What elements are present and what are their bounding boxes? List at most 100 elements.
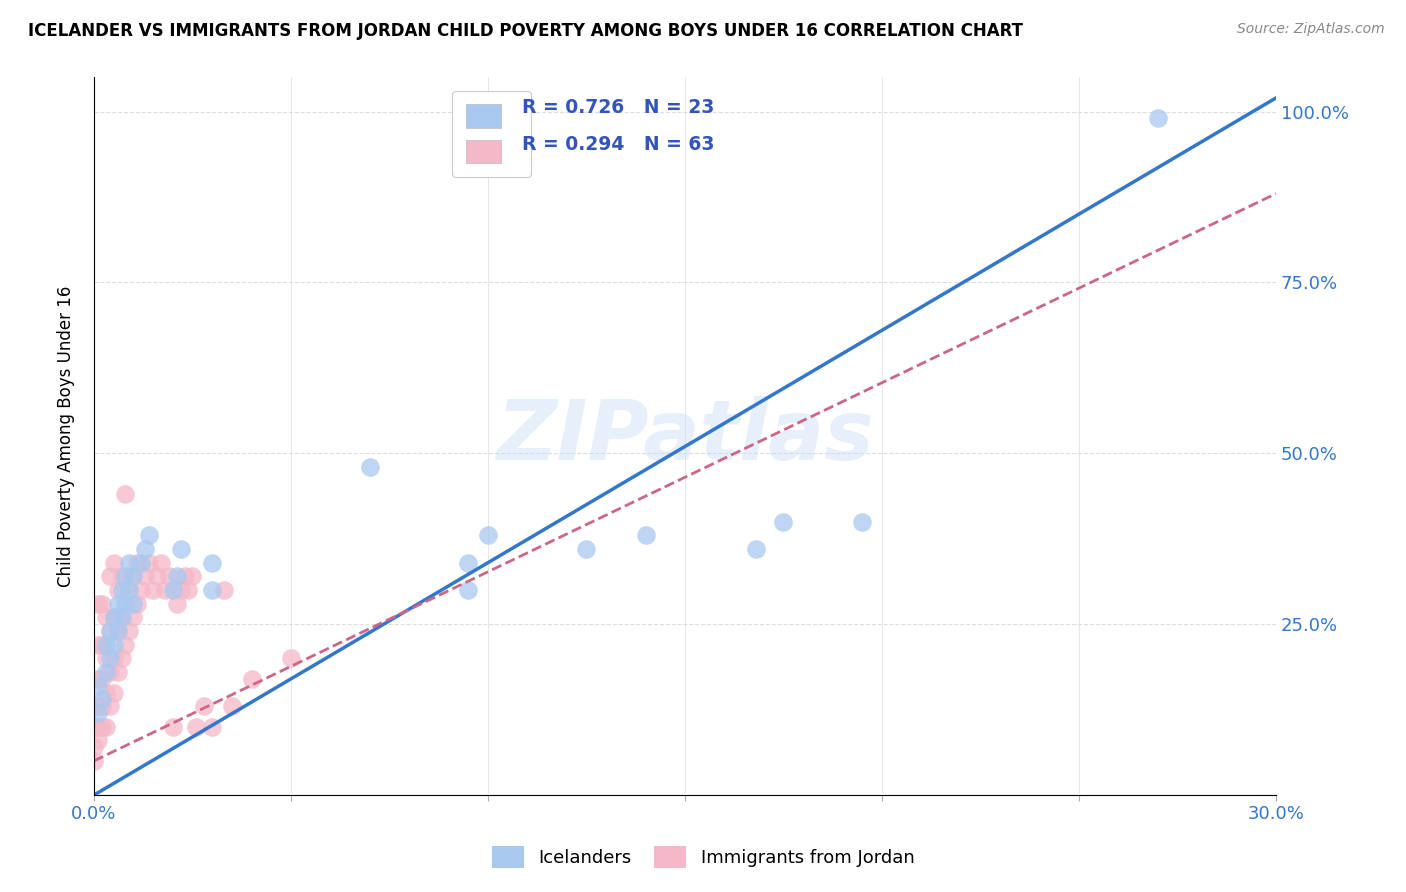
Point bbox=[87, 597, 110, 611]
Point bbox=[142, 582, 165, 597]
Point bbox=[98, 651, 121, 665]
Point bbox=[107, 624, 129, 638]
Point bbox=[87, 706, 110, 720]
Point bbox=[98, 624, 121, 638]
Point bbox=[129, 582, 152, 597]
Point bbox=[146, 569, 169, 583]
Point bbox=[107, 582, 129, 597]
Point bbox=[169, 541, 191, 556]
Point bbox=[221, 699, 243, 714]
Text: ICELANDER VS IMMIGRANTS FROM JORDAN CHILD POVERTY AMONG BOYS UNDER 16 CORRELATIO: ICELANDER VS IMMIGRANTS FROM JORDAN CHIL… bbox=[28, 22, 1024, 40]
Point bbox=[772, 515, 794, 529]
Point bbox=[90, 720, 112, 734]
Point bbox=[162, 582, 184, 597]
Point bbox=[114, 487, 136, 501]
Point bbox=[186, 720, 208, 734]
Point bbox=[110, 582, 132, 597]
Point bbox=[851, 515, 873, 529]
Text: Source: ZipAtlas.com: Source: ZipAtlas.com bbox=[1237, 22, 1385, 37]
Point bbox=[181, 569, 204, 583]
Point bbox=[90, 672, 112, 686]
Point bbox=[127, 556, 149, 570]
Point bbox=[110, 569, 132, 583]
Point bbox=[83, 672, 105, 686]
Point bbox=[83, 740, 105, 755]
Point bbox=[134, 541, 156, 556]
Point bbox=[98, 624, 121, 638]
Point bbox=[94, 720, 117, 734]
Point bbox=[118, 582, 141, 597]
Point bbox=[98, 699, 121, 714]
Point bbox=[94, 685, 117, 699]
Point bbox=[114, 638, 136, 652]
Point bbox=[138, 528, 160, 542]
Point bbox=[110, 610, 132, 624]
Text: R = 0.726   N = 23: R = 0.726 N = 23 bbox=[522, 98, 714, 117]
Point bbox=[177, 582, 200, 597]
Point bbox=[212, 582, 235, 597]
Y-axis label: Child Poverty Among Boys Under 16: Child Poverty Among Boys Under 16 bbox=[58, 285, 75, 587]
Point bbox=[201, 582, 224, 597]
Point bbox=[103, 610, 125, 624]
Point bbox=[87, 679, 110, 693]
Point bbox=[90, 597, 112, 611]
Point bbox=[107, 597, 129, 611]
Point bbox=[114, 597, 136, 611]
Point bbox=[122, 569, 145, 583]
Point bbox=[103, 610, 125, 624]
Point bbox=[169, 582, 191, 597]
Point bbox=[166, 569, 188, 583]
Point bbox=[87, 699, 110, 714]
Point bbox=[83, 720, 105, 734]
Point bbox=[122, 597, 145, 611]
Point bbox=[575, 541, 598, 556]
Point bbox=[634, 528, 657, 542]
Point bbox=[94, 610, 117, 624]
Point bbox=[118, 556, 141, 570]
Point bbox=[359, 460, 381, 475]
Point bbox=[98, 569, 121, 583]
Legend:  ,  : , bbox=[453, 91, 530, 178]
Point bbox=[103, 651, 125, 665]
Point bbox=[83, 754, 105, 768]
Point bbox=[166, 597, 188, 611]
Point bbox=[457, 556, 479, 570]
Point bbox=[98, 665, 121, 679]
Point bbox=[94, 651, 117, 665]
Point bbox=[94, 665, 117, 679]
Point bbox=[127, 597, 149, 611]
Point bbox=[103, 638, 125, 652]
Point bbox=[240, 672, 263, 686]
Point bbox=[745, 541, 768, 556]
Point bbox=[90, 638, 112, 652]
Point bbox=[87, 672, 110, 686]
Point bbox=[477, 528, 499, 542]
Point bbox=[201, 556, 224, 570]
Point bbox=[118, 582, 141, 597]
Point bbox=[193, 699, 215, 714]
Point bbox=[149, 556, 172, 570]
Point bbox=[83, 699, 105, 714]
Point bbox=[94, 638, 117, 652]
Point bbox=[1146, 112, 1168, 126]
Text: ZIPatlas: ZIPatlas bbox=[496, 396, 875, 476]
Point bbox=[134, 569, 156, 583]
Point bbox=[90, 699, 112, 714]
Point bbox=[157, 569, 180, 583]
Point bbox=[129, 556, 152, 570]
Point bbox=[103, 556, 125, 570]
Point bbox=[107, 624, 129, 638]
Point bbox=[87, 733, 110, 747]
Point bbox=[122, 569, 145, 583]
Point bbox=[110, 651, 132, 665]
Point bbox=[90, 692, 112, 706]
Point bbox=[162, 720, 184, 734]
Point bbox=[103, 685, 125, 699]
Text: R = 0.294   N = 63: R = 0.294 N = 63 bbox=[522, 135, 714, 153]
Point bbox=[457, 582, 479, 597]
Legend: Icelanders, Immigrants from Jordan: Icelanders, Immigrants from Jordan bbox=[481, 835, 925, 879]
Point bbox=[153, 582, 176, 597]
Point bbox=[201, 720, 224, 734]
Point bbox=[110, 610, 132, 624]
Point bbox=[87, 720, 110, 734]
